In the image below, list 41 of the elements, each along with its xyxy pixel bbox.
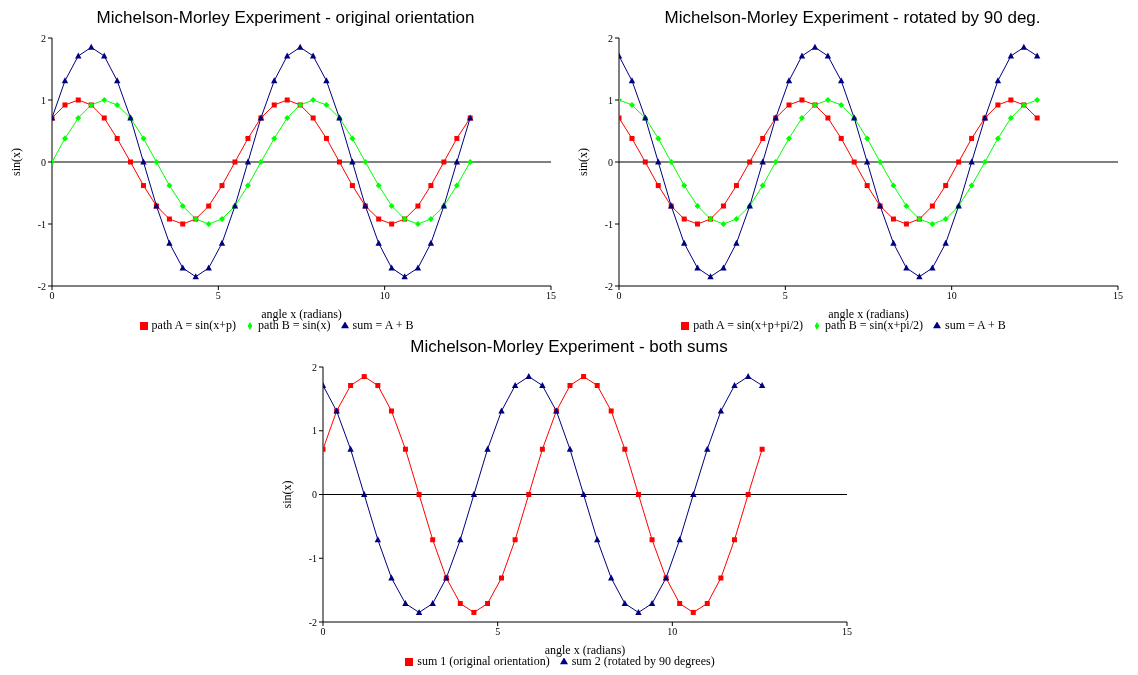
y-tick-label: 0 (312, 489, 317, 501)
y-tick-label: 1 (312, 425, 317, 437)
y-tick-label: -2 (37, 280, 46, 292)
x-axis-title: angle x (radians) (544, 643, 626, 657)
chart-title: Michelson-Morley Experiment - rotated by 90 deg. (663, 8, 1042, 29)
y-axis-title: sin(x) (576, 148, 591, 176)
y-tick-label: 1 (608, 94, 613, 106)
x-tick-label: 15 (1113, 290, 1123, 302)
x-tick-label: 0 (49, 290, 55, 302)
legend-label: sum = A + B (944, 318, 1006, 332)
legend-label: path A = sin(x+p) (151, 318, 237, 332)
x-axis-title: angle x (radians) (828, 307, 909, 321)
y-axis-title: sin(x) (280, 480, 295, 509)
y-tick-label: 1 (41, 94, 46, 106)
y-tick-label: -1 (604, 218, 613, 230)
y-tick-label: -1 (37, 218, 46, 230)
y-tick-label: -2 (604, 280, 613, 292)
y-tick-label: -2 (308, 616, 317, 628)
y-tick-label: 2 (608, 32, 613, 44)
x-axis-title: angle x (radians) (261, 307, 342, 321)
x-tick-label: 10 (946, 290, 957, 302)
x-tick-label: 0 (320, 626, 326, 638)
chart-title: Michelson-Morley Experiment - original orientation (95, 8, 476, 29)
x-tick-label: 10 (667, 626, 678, 638)
x-tick-label: 0 (616, 290, 622, 302)
x-tick-label: 15 (546, 290, 556, 302)
x-tick-label: 15 (842, 626, 852, 638)
legend-label: sum 1 (original orientation) (417, 654, 550, 668)
y-tick-label: 2 (312, 361, 317, 373)
y-tick-label: 0 (41, 156, 46, 168)
y-tick-label: 2 (41, 32, 46, 44)
x-tick-label: 5 (495, 626, 501, 638)
chart-title: Michelson-Morley Experiment - both sums (409, 337, 729, 358)
y-tick-label: -1 (308, 552, 317, 564)
x-tick-label: 10 (379, 290, 390, 302)
y-axis-title: sin(x) (9, 148, 24, 176)
y-tick-label: 0 (608, 156, 613, 168)
x-tick-label: 5 (782, 290, 788, 302)
legend-label: path A = sin(x+p+pi/2) (693, 318, 804, 332)
x-tick-label: 5 (215, 290, 221, 302)
legend-label: sum = A + B (352, 318, 414, 332)
